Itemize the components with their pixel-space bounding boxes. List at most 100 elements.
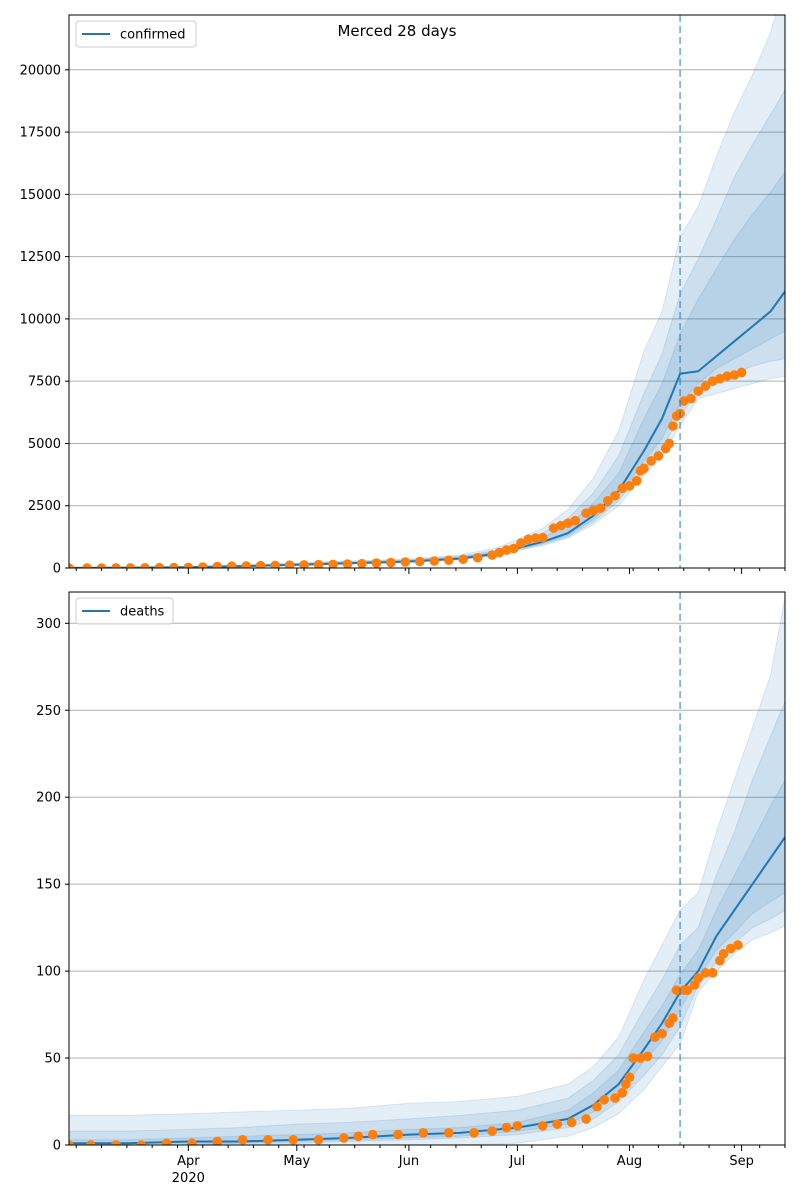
observed-point [523, 534, 534, 545]
observed-point [610, 1093, 620, 1103]
observed-point [512, 1121, 523, 1131]
x-tick-label: Jul [509, 1154, 526, 1169]
y-tick-label: 150 [36, 878, 61, 893]
observed-point [664, 438, 675, 449]
observed-point [299, 560, 309, 568]
legend: confirmed [75, 20, 197, 48]
observed-point [69, 1140, 74, 1145]
observed-point [668, 421, 678, 431]
observed-point [707, 376, 718, 386]
observed-point [443, 1128, 454, 1138]
observed-point [707, 968, 718, 978]
x-tick-label: May [283, 1154, 310, 1169]
observed-point [263, 1134, 273, 1145]
observed-point [469, 1128, 479, 1138]
observed-point [725, 943, 736, 954]
observed-point [628, 1053, 638, 1063]
observed-point [537, 1121, 548, 1131]
observed-point [85, 1140, 96, 1145]
uncertainty-band [69, 15, 785, 568]
observed-point [136, 1140, 147, 1145]
observed-point [111, 563, 121, 568]
y-tick-label: 10000 [20, 312, 61, 327]
observed-point [642, 1051, 653, 1062]
observed-point [588, 505, 599, 516]
observed-point [624, 1072, 635, 1082]
observed-point [69, 563, 74, 568]
y-tick-label: 300 [36, 617, 61, 632]
observed-point [82, 563, 92, 568]
observed-point [501, 545, 512, 555]
observed-point [313, 1134, 324, 1145]
x-tick-label: Apr [177, 1154, 200, 1169]
y-tick-label: 20000 [20, 63, 61, 78]
observed-point [631, 476, 642, 486]
observed-point [472, 552, 483, 563]
observed-point [169, 562, 179, 568]
observed-point [226, 561, 237, 568]
observed-point [617, 483, 628, 494]
observed-point [255, 560, 266, 568]
observed-point [624, 481, 635, 491]
uncertainty-band [69, 701, 785, 1145]
observed-point [581, 1114, 591, 1124]
axes-frame [68, 591, 786, 1146]
y-tick-label: 2500 [28, 499, 61, 514]
observed-point [552, 1119, 562, 1129]
observed-point [617, 1088, 628, 1098]
observed-point [653, 451, 664, 461]
observed-point [458, 554, 468, 565]
observed-point [111, 1140, 121, 1145]
observed-point [530, 533, 541, 543]
observed-point [595, 503, 606, 514]
observed-point [154, 562, 165, 568]
y-tick-label: 5000 [28, 437, 61, 452]
observed-point [700, 381, 711, 391]
plot-area [69, 15, 785, 568]
observed-point [212, 1136, 223, 1145]
y-tick-label: 0 [53, 562, 61, 577]
observed-point [443, 555, 454, 566]
observed-point [729, 370, 740, 380]
x-tick-label: Jun [398, 1154, 419, 1169]
y-tick-label: 200 [36, 791, 61, 806]
observed-point [639, 463, 649, 474]
observed-point [566, 1117, 577, 1128]
observed-point [556, 520, 566, 531]
y-tick-label: 17500 [20, 126, 61, 141]
observed-point [718, 948, 729, 959]
y-tick-label: 12500 [20, 250, 61, 265]
observed-point [581, 508, 591, 518]
observed-point [270, 560, 280, 568]
uncertainty-band [69, 88, 785, 568]
observed-point [635, 1053, 646, 1063]
observed-point [429, 556, 440, 566]
observed-point [371, 558, 382, 568]
x-tick-label: Aug [617, 1154, 642, 1169]
uncertainty-band [69, 778, 785, 1144]
observed-point [715, 373, 725, 384]
observed-point [686, 393, 696, 404]
legend-label: deaths [120, 605, 165, 620]
observed-point [671, 985, 682, 996]
observed-point [570, 515, 581, 526]
legend-label: confirmed [120, 28, 186, 43]
observed-point [563, 518, 573, 528]
observed-point [161, 1138, 172, 1145]
observed-point [328, 559, 338, 568]
observed-point [693, 973, 704, 983]
observed-point [592, 1101, 602, 1112]
observed-point [682, 985, 693, 996]
observed-point [693, 386, 704, 396]
observed-point [367, 1129, 378, 1140]
uncertainty-band [69, 597, 785, 1145]
y-tick-label: 100 [36, 965, 61, 980]
observed-point [241, 561, 251, 568]
observed-point [668, 1013, 678, 1023]
observed-point [414, 556, 425, 567]
x-tick-sublabel: 2020 [172, 1171, 205, 1186]
observed-point [508, 543, 519, 554]
observed-point [183, 562, 194, 568]
observed-point [646, 456, 656, 466]
